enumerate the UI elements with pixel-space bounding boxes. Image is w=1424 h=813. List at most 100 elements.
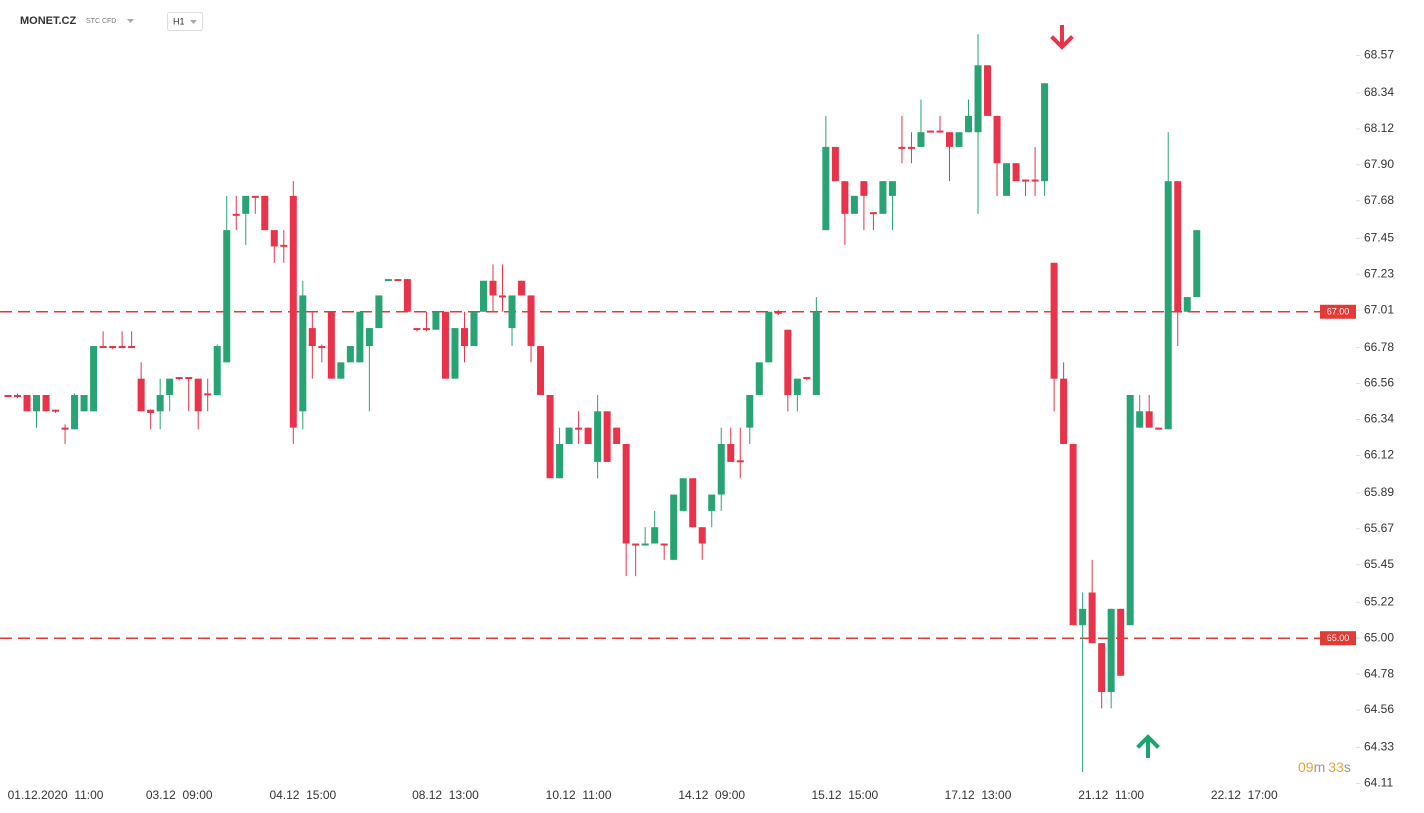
candle-body xyxy=(803,377,811,380)
candle-body xyxy=(527,295,535,347)
y-tick-label: 65.67 xyxy=(1364,521,1394,535)
y-tick-label: 65.45 xyxy=(1364,557,1394,571)
candle-body xyxy=(622,443,630,544)
candle-body xyxy=(603,411,611,462)
candle-body xyxy=(508,295,516,329)
candle-body xyxy=(499,295,507,298)
y-tick-label: 65.89 xyxy=(1364,485,1394,499)
candle-body xyxy=(308,328,316,347)
candle-body xyxy=(556,443,564,479)
candle-body xyxy=(232,213,240,216)
candle-body xyxy=(1012,163,1020,182)
candle-body xyxy=(489,280,497,296)
candle-body xyxy=(185,377,193,380)
candle-body xyxy=(422,328,430,331)
candle-body xyxy=(1155,427,1163,430)
candle-body xyxy=(460,328,468,347)
x-tick-label: 04.12 15:00 xyxy=(269,788,336,802)
y-tick-label: 68.34 xyxy=(1364,85,1394,99)
candle-body xyxy=(917,132,925,147)
x-tick-label: 03.12 09:00 xyxy=(146,788,213,802)
candle-body xyxy=(708,494,716,511)
candle-body xyxy=(869,212,877,215)
candle-body xyxy=(793,378,801,395)
candle-body xyxy=(955,132,963,147)
candle-body xyxy=(1069,443,1077,626)
candle-body xyxy=(4,395,12,397)
candle-body xyxy=(118,346,126,349)
candle-body xyxy=(755,362,763,395)
candle-body xyxy=(270,230,278,247)
candle-body xyxy=(822,146,830,231)
candle-body xyxy=(1117,608,1125,676)
candle-body xyxy=(451,328,459,379)
candle-body xyxy=(413,328,421,331)
candle-body xyxy=(71,395,79,430)
candle-body xyxy=(441,311,449,379)
instrument-dropdown-caret[interactable] xyxy=(127,19,134,23)
countdown-seconds: 33 xyxy=(1328,759,1344,775)
candle-body xyxy=(660,543,668,546)
candle-body xyxy=(384,279,392,282)
instrument-type[interactable]: STC CFD xyxy=(86,18,116,25)
y-tick-label: 67.01 xyxy=(1364,302,1394,316)
timeframe[interactable]: H1 xyxy=(173,16,185,26)
candle-body xyxy=(565,427,573,444)
candle-body xyxy=(251,195,259,198)
candle-body xyxy=(613,427,621,444)
candle-body xyxy=(1126,395,1134,626)
y-tick-label: 65.22 xyxy=(1364,594,1394,608)
candle-body xyxy=(907,146,915,149)
candle-body xyxy=(356,311,364,363)
candle-body xyxy=(1031,179,1039,182)
y-tick-label: 64.78 xyxy=(1364,666,1394,680)
y-tick-label: 67.45 xyxy=(1364,230,1394,244)
timeframe-selector[interactable] xyxy=(167,12,203,31)
candle-body xyxy=(1107,608,1115,693)
candle-body xyxy=(1145,411,1153,428)
level-label-box xyxy=(1320,304,1356,319)
level-label: 65.00 xyxy=(1327,633,1350,643)
candle-body xyxy=(299,295,307,412)
candle-body xyxy=(736,460,744,463)
candle-body xyxy=(746,395,754,428)
level-label: 67.00 xyxy=(1327,307,1350,317)
candle-body xyxy=(365,328,373,347)
y-tick-label: 68.57 xyxy=(1364,48,1394,62)
candle-body xyxy=(850,195,858,214)
candle-body xyxy=(403,279,411,312)
candle-body xyxy=(23,395,31,412)
candle-body xyxy=(1098,643,1106,693)
y-tick-label: 64.56 xyxy=(1364,702,1394,716)
countdown-minutes-unit: m xyxy=(1314,759,1326,775)
candle-body xyxy=(993,115,1001,164)
candle-body xyxy=(1079,608,1087,626)
candle-body xyxy=(223,230,231,363)
candle-body xyxy=(898,146,906,149)
candle-body xyxy=(584,427,592,444)
candle-body xyxy=(137,378,145,412)
candle-body xyxy=(432,311,440,330)
candle-body xyxy=(679,478,687,511)
candle-body xyxy=(204,393,212,396)
y-tick-label: 64.11 xyxy=(1364,776,1393,790)
candle-body xyxy=(14,395,22,397)
candle-body xyxy=(1136,411,1144,428)
candle-body xyxy=(327,311,335,379)
candle-body xyxy=(1088,592,1096,644)
candle-body xyxy=(42,395,50,412)
candle-body xyxy=(765,311,773,363)
candle-body xyxy=(394,279,402,282)
x-tick-label: 17.12 13:00 xyxy=(945,788,1012,802)
candle-body xyxy=(213,346,221,395)
candle-body xyxy=(52,409,60,412)
x-tick-label: 14.12 09:00 xyxy=(678,788,745,802)
x-tick-label: 21.12 11:00 xyxy=(1078,788,1144,802)
candle-body xyxy=(575,427,583,430)
candle-body xyxy=(784,329,792,395)
candle-body xyxy=(698,527,706,544)
y-tick-label: 67.90 xyxy=(1364,157,1394,171)
timeframe-caret[interactable] xyxy=(190,20,197,24)
candle-body xyxy=(33,395,41,412)
candle-body xyxy=(1050,262,1058,379)
